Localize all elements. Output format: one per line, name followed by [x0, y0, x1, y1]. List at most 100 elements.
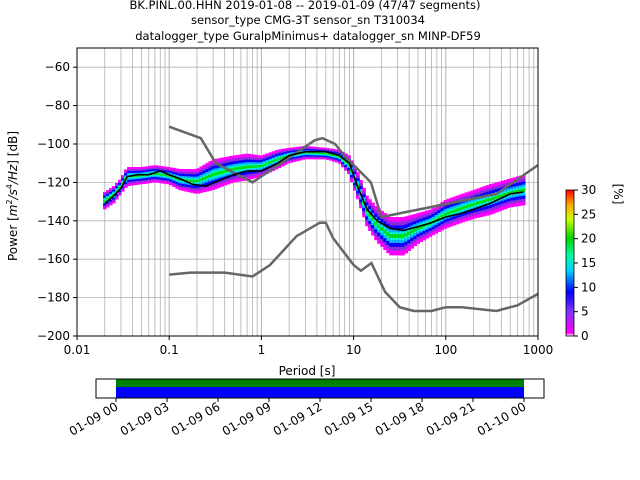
heatmap-cell — [190, 179, 194, 183]
coverage-tick-label: 01-09 15 — [322, 399, 376, 438]
heatmap-cell — [329, 154, 333, 156]
y-label-part-6: /Hz — [6, 164, 20, 185]
colorbar-tick-label: 10 — [581, 280, 596, 294]
heatmap-cell — [304, 152, 309, 154]
heatmap-cell — [323, 153, 327, 155]
heatmap-cell — [326, 153, 330, 155]
heatmap-cell — [506, 192, 511, 195]
heatmap-cell — [232, 167, 237, 171]
heatmap-cell — [103, 199, 107, 202]
heatmap-cell — [503, 193, 508, 196]
y-tick-label: −80 — [45, 99, 70, 113]
heatmap-cell — [313, 152, 318, 154]
colorbar-ticks: 0 5 10 15 20 25 30 — [574, 183, 596, 343]
colorbar-tick-label: 5 — [581, 305, 589, 319]
colorbar: 0 5 10 15 20 25 30 [%] — [565, 183, 625, 343]
heatmap-cell — [383, 229, 387, 234]
heatmap-cell — [449, 210, 454, 214]
heatmap-cell — [199, 178, 203, 181]
heatmap-cell — [374, 221, 378, 225]
heatmap-cell — [136, 175, 140, 177]
heatmap-cell — [476, 201, 481, 205]
high-noise-model-line — [168, 125, 538, 219]
heatmap-cell — [160, 173, 164, 176]
heatmap-cell — [139, 174, 143, 177]
heatmap-cell — [256, 165, 261, 168]
heatmap-cell — [491, 196, 496, 200]
heatmap-cell — [515, 189, 520, 193]
y-label-part-1: Power [ — [6, 216, 20, 261]
title-line-2: sensor_type CMG-3T sensor_sn T310034 — [191, 13, 425, 27]
y-tick-label: −140 — [37, 214, 70, 228]
coverage-tick-label: 01-09 06 — [169, 399, 223, 438]
heatmap-cell — [166, 174, 170, 177]
title-line-1: BK.PINL.00.HHN 2019-01-08 -- 2019-01-09 … — [129, 0, 480, 12]
y-tick-label: −200 — [37, 329, 70, 343]
heatmap-cell — [335, 155, 339, 157]
heatmap-cell — [247, 165, 252, 169]
heatmap-cell — [398, 234, 402, 238]
y-axis-label: Power [m2/s4/Hz] [dB] — [5, 131, 20, 261]
coverage-tick-label: 01-09 03 — [118, 399, 172, 438]
coverage-tick-label: 01-09 09 — [220, 399, 274, 438]
y-tick-label: −60 — [45, 60, 70, 74]
heatmap-cell — [301, 152, 306, 154]
heatmap-cell — [434, 218, 439, 222]
heatmap-cell — [401, 234, 405, 238]
heatmap-cell — [341, 158, 345, 161]
heatmap-cell — [446, 211, 451, 215]
coverage-tick-label: 01-09 12 — [271, 399, 325, 438]
heatmap-cell — [452, 209, 457, 213]
heatmap-cell — [220, 170, 225, 174]
heatmap-cell — [419, 225, 423, 229]
heatmap-cell — [205, 175, 209, 179]
heatmap-cell — [440, 214, 445, 218]
heatmap-cell — [172, 176, 176, 179]
x-tick-label: 1 — [258, 343, 266, 357]
heatmap-cell — [389, 234, 393, 238]
psd-plot: 0.01 0.1 1 10 100 1000 −200 −180 −160 −140 −120 −1… — [5, 47, 553, 378]
x-axis-ticks: 0.01 0.1 1 10 100 1000 — [64, 336, 553, 357]
heatmap-cell — [371, 217, 375, 221]
heatmap-cell — [106, 197, 110, 200]
mode-curve-line — [104, 150, 524, 232]
heatmap-cell — [271, 160, 276, 163]
heatmap-cell — [479, 200, 484, 204]
heatmap-cell — [365, 209, 369, 213]
y-tick-label: −120 — [37, 175, 70, 189]
heatmap-cell — [416, 226, 420, 230]
heatmap-cell — [208, 174, 212, 178]
heatmap-cell — [154, 173, 158, 175]
heatmap-cell — [307, 152, 312, 154]
y-label-part-5: 4 — [5, 184, 14, 189]
heatmap-cell — [497, 195, 502, 198]
heatmap-cell — [509, 191, 514, 195]
heatmap-cell — [437, 216, 442, 220]
heatmap-cell — [320, 152, 324, 154]
heatmap-cell — [443, 212, 448, 216]
heatmap-cell — [238, 166, 243, 170]
heatmap-cell — [512, 190, 517, 194]
heatmap-cell — [338, 156, 342, 158]
y-label-part-7: ] [dB] — [6, 131, 20, 165]
heatmap-cell — [109, 195, 113, 198]
coverage-tick-label: 01-09 00 — [67, 399, 121, 438]
colorbar-tick-label: 30 — [581, 183, 596, 197]
y-tick-label: −100 — [37, 137, 70, 151]
y-tick-label: −180 — [37, 291, 70, 305]
heatmap-cell — [386, 232, 390, 237]
heatmap-cell — [344, 161, 348, 163]
heatmap-cell — [470, 203, 475, 207]
heatmap-cell — [277, 157, 282, 160]
x-tick-label: 0.1 — [160, 343, 179, 357]
heatmap-cell — [473, 202, 478, 206]
heatmap-cell — [217, 171, 222, 175]
heatmap-cell — [235, 167, 240, 170]
heatmap-cell — [422, 224, 427, 228]
heatmap-cell — [175, 177, 179, 180]
colorbar-tick-label: 20 — [581, 232, 596, 246]
heatmap-cell — [253, 165, 258, 168]
